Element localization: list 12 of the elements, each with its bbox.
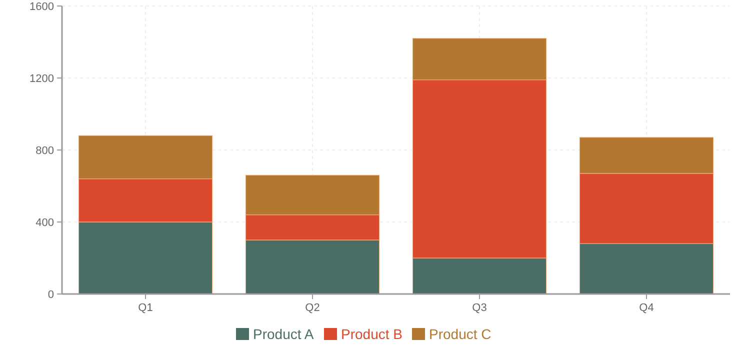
legend-label: Product B [341,326,402,342]
legend-label: Product C [429,326,492,342]
y-tick-label: 1600 [30,0,54,13]
y-tick-label: 1200 [30,72,54,85]
x-tick-label: Q1 [138,302,153,314]
legend-label: Product A [253,326,314,342]
x-tick-label: Q3 [472,302,487,314]
x-tick-label: Q2 [305,302,320,314]
y-tick-label: 800 [36,144,54,157]
x-tick-label: Q4 [639,302,654,314]
y-tick-label: 400 [36,216,54,229]
y-tick-label: 0 [48,288,54,301]
